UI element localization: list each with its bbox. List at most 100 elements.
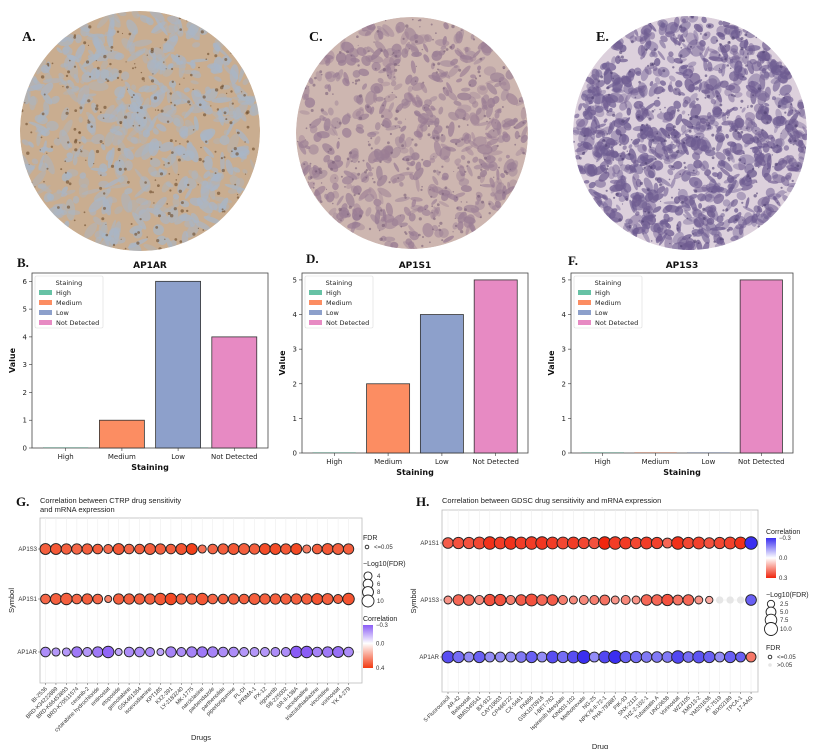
tissue-texture — [670, 177, 676, 189]
tissue-cell — [514, 143, 517, 146]
tissue-cell — [354, 167, 358, 170]
tissue-texture — [704, 169, 712, 176]
tissue-cell — [708, 122, 710, 124]
tissue-texture — [227, 133, 240, 153]
tissue-cell — [354, 79, 358, 83]
tissue-texture — [716, 32, 725, 38]
tissue-texture — [761, 58, 766, 63]
tissue-texture — [89, 208, 97, 216]
tissue-texture — [210, 167, 219, 172]
tissue-cell — [707, 24, 711, 28]
tissue-texture — [63, 189, 76, 195]
tissue-texture — [734, 117, 745, 129]
x-tick-label: Low — [171, 453, 185, 461]
tissue-texture — [448, 111, 460, 121]
tissue-texture — [430, 209, 436, 220]
tissue-texture — [343, 170, 358, 180]
y-tick-label: 1 — [23, 417, 27, 425]
tissue-texture — [101, 197, 113, 215]
tissue-texture — [128, 119, 142, 135]
tissue-texture — [334, 155, 342, 163]
tissue-texture — [38, 162, 49, 172]
tissue-texture — [741, 184, 753, 191]
tissue-cell — [463, 208, 467, 212]
tissue-cell — [105, 224, 107, 225]
tissue-texture — [777, 99, 793, 109]
tissue-texture — [42, 92, 53, 105]
tissue-cell — [657, 96, 660, 99]
tissue-cell — [220, 85, 224, 90]
tissue-cell — [707, 124, 710, 127]
tissue-texture — [229, 175, 241, 187]
tissue-texture — [700, 81, 710, 95]
tissue-texture — [168, 21, 178, 34]
tissue-cell — [466, 165, 468, 167]
tissue-texture — [335, 69, 344, 82]
bubble-ap1s3 — [443, 595, 453, 605]
tissue-texture — [764, 86, 771, 98]
tissue-cell — [664, 139, 667, 143]
bar-not-detected — [739, 279, 783, 454]
tissue-cell — [123, 167, 127, 171]
x-tick-label: Low — [702, 458, 716, 466]
tissue-cell — [243, 94, 246, 97]
tissue-texture — [690, 103, 702, 119]
tissue-cell — [216, 191, 221, 195]
tissue-cell — [159, 146, 161, 148]
tissue-cell — [702, 217, 706, 220]
tissue-texture — [668, 51, 674, 57]
tissue-cell — [173, 104, 176, 107]
tissue-cell — [303, 163, 306, 166]
tissue-cell — [43, 93, 46, 96]
tissue-texture — [729, 58, 734, 64]
tissue-cell — [384, 19, 387, 22]
tissue-cell — [766, 168, 769, 170]
tissue-cell — [388, 96, 390, 98]
tissue-cell — [378, 229, 381, 232]
tissue-cell — [496, 144, 499, 147]
tissue-texture — [470, 33, 475, 40]
tissue-cell — [156, 239, 160, 243]
tissue-cell — [451, 24, 455, 29]
tissue-texture — [166, 88, 171, 104]
tissue-texture — [189, 197, 203, 207]
tissue-cell — [189, 103, 191, 106]
tissue-cell — [781, 115, 783, 117]
tissue-texture — [433, 206, 439, 214]
tissue-texture — [298, 135, 306, 144]
tissue-cell — [738, 158, 742, 162]
tissue-texture — [164, 152, 177, 168]
tissue-cell — [314, 170, 318, 173]
tissue-texture — [116, 104, 125, 125]
bubble-ap1ar — [343, 646, 354, 658]
tissue-texture — [142, 54, 148, 64]
tissue-cell — [483, 156, 487, 160]
tissue-texture — [432, 175, 439, 186]
tissue-texture — [130, 97, 138, 112]
tissue-texture — [673, 100, 682, 109]
tissue-texture — [390, 80, 397, 87]
tissue-cell — [87, 120, 91, 124]
tissue-cell — [676, 149, 680, 154]
bubble-ap1ar — [661, 651, 674, 663]
tissue-cell — [488, 202, 491, 206]
x-tick-label: Not Detected — [472, 458, 519, 466]
tissue-texture — [632, 176, 638, 191]
tissue-cell — [370, 137, 373, 140]
tissue-texture — [393, 83, 403, 91]
tissue-texture — [227, 188, 239, 194]
tissue-texture — [73, 73, 80, 84]
tissue-cell — [83, 41, 87, 45]
tissue-cell — [67, 141, 70, 144]
tissue-texture — [345, 154, 352, 169]
tissue-texture — [443, 235, 454, 243]
tissue-texture — [375, 205, 385, 217]
tissue-texture — [622, 145, 627, 150]
tissue-texture — [747, 73, 761, 88]
tissue-cell — [719, 43, 722, 46]
tissue-texture — [478, 158, 490, 171]
drug-label: 5-Fluorouracil — [423, 695, 451, 723]
tissue-texture — [477, 121, 492, 127]
tissue-texture — [72, 195, 80, 204]
